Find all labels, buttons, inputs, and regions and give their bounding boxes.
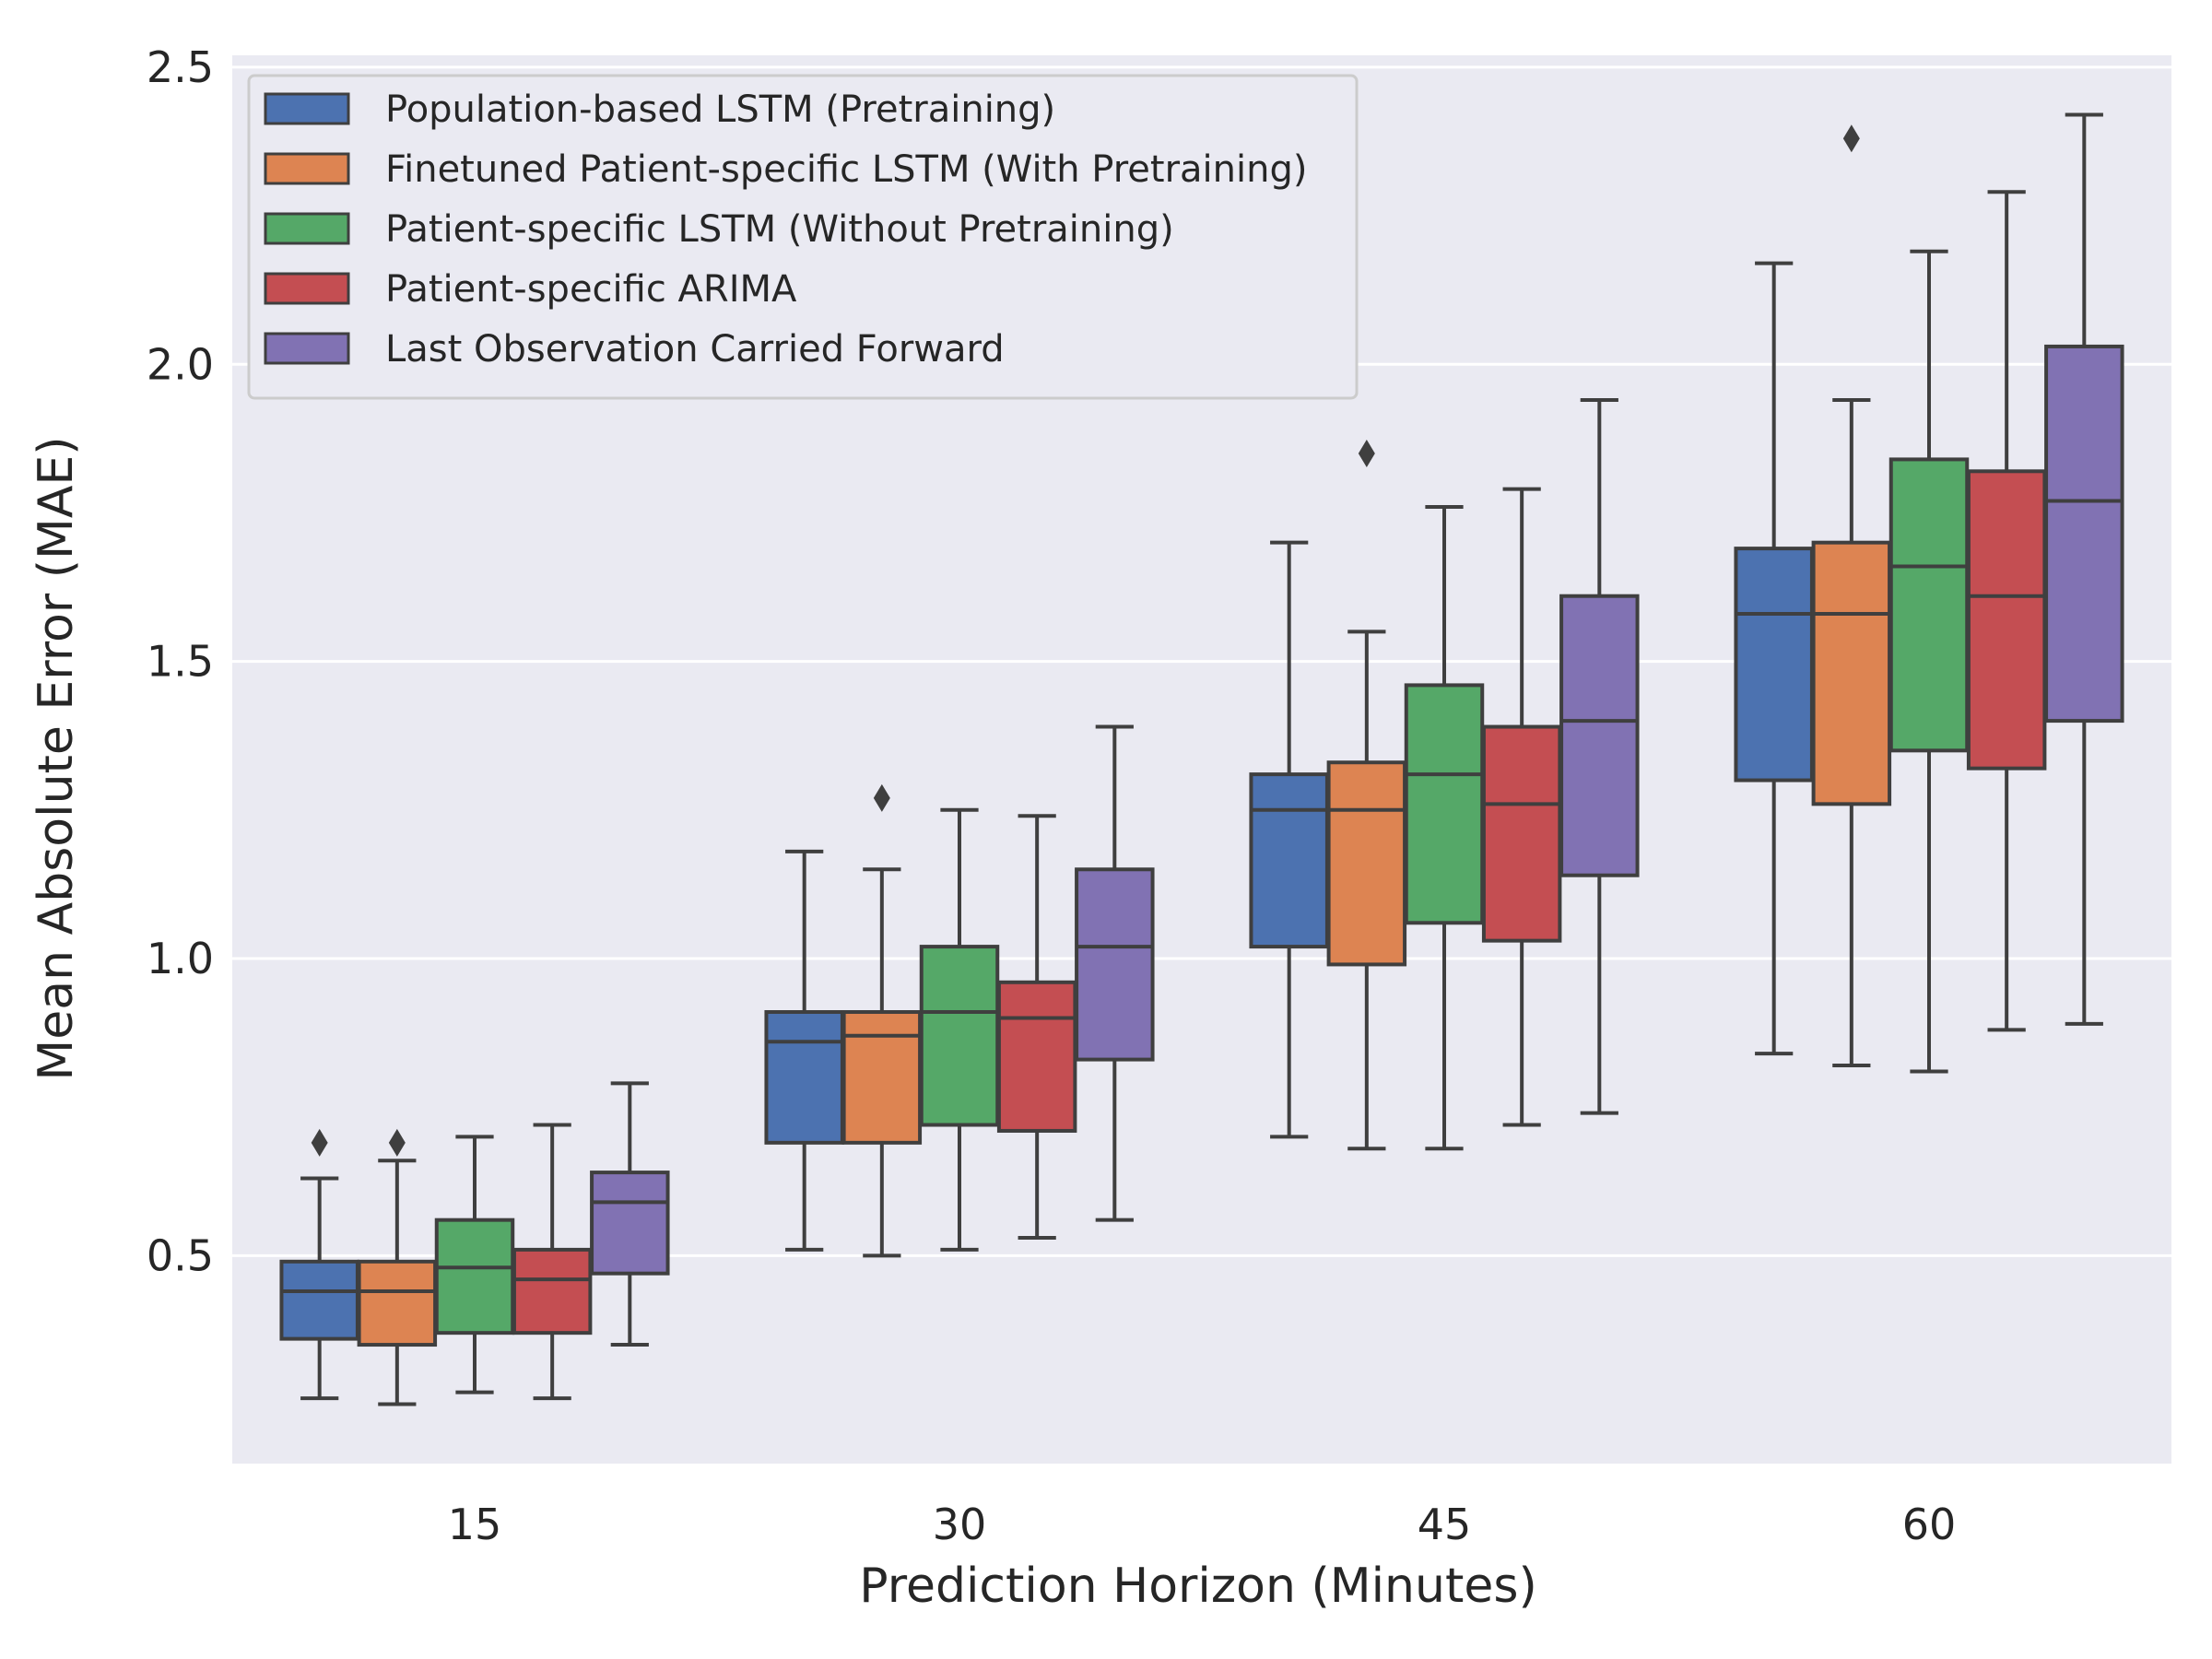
box-body xyxy=(1404,683,1485,925)
box-body xyxy=(764,1010,844,1145)
legend-frame xyxy=(247,74,1359,400)
x-tick-label: 60 xyxy=(1902,1500,1957,1549)
box-body xyxy=(590,1171,670,1276)
box-0-0 xyxy=(279,1128,359,1401)
box-body xyxy=(996,980,1077,1133)
box-1-4 xyxy=(1075,724,1155,1222)
x-tick-label: 30 xyxy=(933,1500,987,1549)
box-body xyxy=(1326,760,1407,967)
box-1-3 xyxy=(996,814,1077,1241)
legend-label: Finetuned Patient-specific LSTM (With Pr… xyxy=(385,148,1307,191)
legend-label: Last Observation Carried Forward xyxy=(385,328,1005,371)
box-body xyxy=(2044,344,2124,724)
box-body xyxy=(434,1218,515,1335)
box-body xyxy=(1966,469,2047,771)
legend-swatch xyxy=(264,92,350,125)
box-1-2 xyxy=(919,807,1000,1252)
legend-label: Population-based LSTM (Pretraining) xyxy=(385,88,1055,131)
y-tick-label: 2.0 xyxy=(147,339,214,389)
box-body xyxy=(512,1247,593,1335)
box-0-2 xyxy=(434,1135,515,1394)
legend-label: Patient-specific LSTM (Without Pretraini… xyxy=(385,208,1174,251)
y-tick-label: 1.5 xyxy=(147,637,214,687)
box-1-0 xyxy=(764,849,844,1252)
box-0-4 xyxy=(590,1081,670,1347)
outlier-marker xyxy=(1842,124,1860,153)
legend: Population-based LSTM (Pretraining) Finet… xyxy=(247,74,1359,400)
box-2-1 xyxy=(1326,439,1407,1151)
box-body xyxy=(1888,457,1970,753)
y-tick-label: 2.5 xyxy=(147,42,214,92)
box-0-3 xyxy=(512,1123,593,1401)
legend-swatch xyxy=(264,152,350,185)
box-body xyxy=(279,1259,359,1341)
box-3-4 xyxy=(2044,112,2124,1026)
box-1-1 xyxy=(841,783,923,1258)
y-tick-label: 0.5 xyxy=(147,1230,214,1280)
box-body xyxy=(1481,724,1562,943)
box-groups xyxy=(279,112,2124,1406)
box-body xyxy=(1811,540,1892,806)
box-2-4 xyxy=(1559,397,1640,1115)
box-body xyxy=(841,1010,923,1145)
box-3-0 xyxy=(1734,261,1814,1056)
box-2-0 xyxy=(1249,540,1329,1139)
box-2-2 xyxy=(1404,504,1485,1151)
box-body xyxy=(357,1259,438,1347)
box-body xyxy=(1559,594,1640,877)
legend-swatch xyxy=(264,212,350,245)
x-axis-ticks: 15 30 45 60 xyxy=(448,1500,1957,1549)
box-3-2 xyxy=(1888,249,1970,1074)
outlier-marker xyxy=(388,1128,406,1157)
y-axis-label: Mean Absolute Error (MAE) xyxy=(29,436,84,1080)
outlier-marker xyxy=(873,783,890,812)
box-2-3 xyxy=(1481,487,1562,1127)
x-tick-label: 45 xyxy=(1418,1500,1472,1549)
box-0-1 xyxy=(357,1128,438,1406)
x-tick-label: 15 xyxy=(448,1500,502,1549)
box-body xyxy=(1734,547,1814,782)
x-axis-label: Prediction Horizon (Minutes) xyxy=(859,1559,1536,1614)
box-body xyxy=(1075,867,1155,1062)
box-3-3 xyxy=(1966,190,2047,1032)
box-body xyxy=(919,945,1000,1127)
y-axis-ticks: 0.5 1.0 1.5 2.0 2.5 xyxy=(147,42,214,1280)
legend-swatch xyxy=(264,272,350,305)
outlier-marker xyxy=(311,1128,328,1157)
legend-label: Patient-specific ARIMA xyxy=(385,268,797,311)
legend-swatch xyxy=(264,332,350,365)
box-body xyxy=(1249,772,1329,949)
outlier-marker xyxy=(1358,439,1375,467)
y-tick-label: 1.0 xyxy=(147,934,214,983)
